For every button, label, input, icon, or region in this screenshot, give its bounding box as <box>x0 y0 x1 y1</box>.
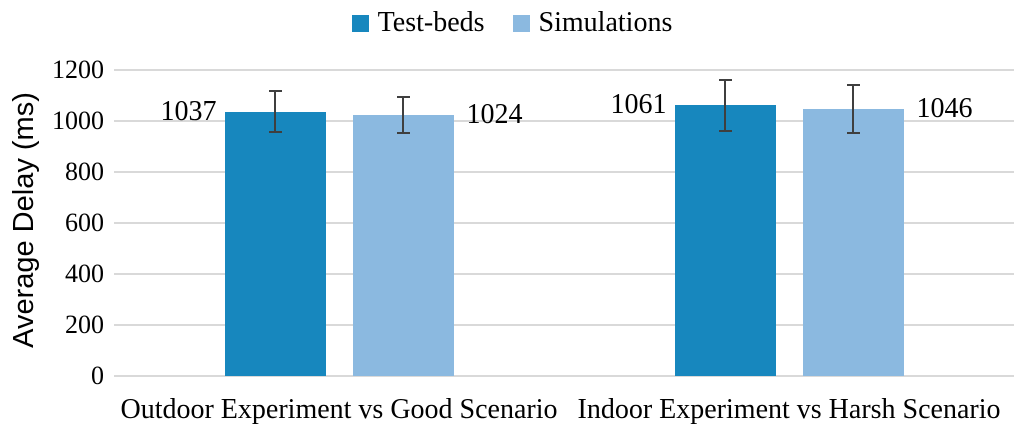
error-bar-cap-bottom <box>718 129 732 132</box>
gridline-y-600 <box>114 222 1014 224</box>
x-category-label-outdoor-experiment-vs-good-scenario: Outdoor Experiment vs Good Scenario <box>120 394 558 425</box>
y-tick-label-400: 400 <box>65 259 104 288</box>
legend-swatch-test-beds <box>351 14 369 32</box>
data-label-simulations-outdoor-experiment-vs-good-scenario: 1024 <box>466 98 523 130</box>
x-category-label-indoor-experiment-vs-harsh-scenario: Indoor Experiment vs Harsh Scenario <box>577 394 1001 425</box>
data-label-simulations-indoor-experiment-vs-harsh-scenario: 1046 <box>916 93 973 125</box>
legend-label-test-beds: Test-beds <box>377 7 485 38</box>
y-tick-label-0: 0 <box>91 361 104 390</box>
y-tick-label-1200: 1200 <box>52 55 104 84</box>
bar-test-beds-outdoor-experiment-vs-good-scenario <box>224 111 326 376</box>
bar-simulations-indoor-experiment-vs-harsh-scenario <box>802 109 904 376</box>
gridline-y-400 <box>114 273 1014 275</box>
error-bar-test-beds-indoor-experiment-vs-harsh-scenario <box>724 79 726 131</box>
y-tick-label-800: 800 <box>65 157 104 186</box>
error-bar-cap-bottom <box>396 132 410 135</box>
error-bar-cap-bottom <box>846 132 860 135</box>
legend-item-simulations: Simulations <box>512 7 673 38</box>
gridline-y-200 <box>114 324 1014 326</box>
error-bar-cap-bottom <box>268 130 282 133</box>
y-tick-label-1000: 1000 <box>52 106 104 135</box>
legend-item-test-beds: Test-beds <box>351 7 485 38</box>
error-bar-simulations-outdoor-experiment-vs-good-scenario <box>402 96 404 134</box>
error-bar-cap-top <box>396 95 410 98</box>
legend: Test-beds Simulations <box>0 6 1024 40</box>
data-label-test-beds-outdoor-experiment-vs-good-scenario: 1037 <box>160 95 217 127</box>
bar-test-beds-indoor-experiment-vs-harsh-scenario <box>674 105 776 376</box>
error-bar-cap-top <box>846 84 860 87</box>
error-bar-test-beds-outdoor-experiment-vs-good-scenario <box>274 91 276 132</box>
gridline-y-1200 <box>114 69 1014 71</box>
gridline-y-800 <box>114 171 1014 173</box>
error-bar-simulations-indoor-experiment-vs-harsh-scenario <box>852 85 854 134</box>
legend-label-simulations: Simulations <box>538 7 673 38</box>
legend-swatch-simulations <box>512 14 530 32</box>
y-tick-label-200: 200 <box>65 310 104 339</box>
error-bar-cap-top <box>268 90 282 93</box>
bar-simulations-outdoor-experiment-vs-good-scenario <box>352 114 454 376</box>
y-tick-label-600: 600 <box>65 208 104 237</box>
data-label-test-beds-indoor-experiment-vs-harsh-scenario: 1061 <box>610 89 667 121</box>
error-bar-cap-top <box>718 78 732 81</box>
gridline-y-0 <box>114 375 1014 377</box>
gridline-y-1000 <box>114 120 1014 122</box>
